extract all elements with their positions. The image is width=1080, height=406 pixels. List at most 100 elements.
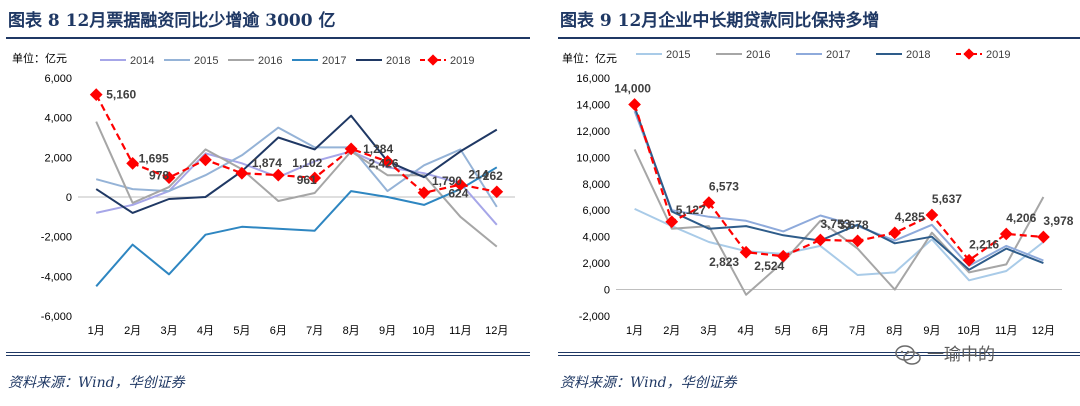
y-tick-label: 2,000 [44,152,72,164]
title-divider [558,37,1080,39]
x-tick-label: 7月 [306,325,323,337]
data-label: 5,160 [106,88,136,102]
x-tick-label: 6月 [812,325,829,337]
x-tick-label: 2月 [663,325,680,337]
data-point-2019 [344,142,358,156]
x-tick-label: 10月 [412,325,435,337]
data-label: 1,695 [139,151,169,165]
y-tick-label: 16,000 [576,73,610,85]
x-tick-label: 7月 [849,325,866,337]
legend-label-2015: 2015 [666,49,690,61]
figure-title: 图表 8 12月票据融资同比少增逾 3000 亿 [8,11,336,31]
data-label: 978 [149,169,169,183]
wechat-icon [895,345,921,365]
legend-label-2015: 2015 [194,55,218,67]
figure-title: 图表 9 12月企业中长期贷款同比保持多增 [560,11,880,31]
x-tick-label: 11月 [995,325,1017,337]
x-tick-label: 11月 [449,325,471,337]
data-label: 2,524 [754,259,784,273]
data-label: 2,216 [969,237,999,251]
legend-label-2016: 2016 [746,49,770,61]
bottom-divider [6,352,530,353]
unit-label: 单位：亿元 [12,51,67,65]
source-note: 资料来源：Wind，华创证券 [560,375,737,391]
legend-label-2017: 2017 [322,55,346,67]
x-tick-label: 8月 [343,325,360,337]
x-tick-label: 12月 [485,325,508,337]
watermark: 一瑜中的 [895,340,995,365]
data-point-2019 [199,153,212,167]
y-tick-label: 2,000 [582,258,610,270]
y-tick-label: 10,000 [576,152,610,164]
bottom-divider [6,355,530,356]
x-tick-label: 5月 [233,325,250,337]
x-tick-label: 1月 [626,325,643,337]
y-tick-label: -2,000 [41,232,72,244]
data-point-2019 [417,186,431,200]
x-tick-label: 3月 [700,325,717,337]
y-tick-label: 4,000 [44,113,72,125]
data-label: 961 [297,173,317,187]
data-label: 4,206 [1006,211,1036,225]
data-label: 1,790 [432,174,462,188]
series-line-2016 [95,121,498,248]
legend-label-2018: 2018 [386,55,410,67]
data-label: 3,678 [839,218,869,232]
legend-marker-2019 [427,54,439,66]
bottom-divider [558,352,1080,353]
data-label: 5,127 [676,203,706,217]
data-point-2019 [162,171,176,184]
series-line-2017 [633,110,1044,267]
data-point-2019 [814,233,827,247]
data-point-2019 [851,234,864,248]
legend-label-2018: 2018 [906,49,930,61]
y-tick-label: -6,000 [41,311,72,323]
series-line-2014 [95,150,498,226]
watermark-text: 一瑜中的 [927,345,995,365]
y-tick-label: 14,000 [576,99,610,111]
bottom-divider [558,355,1080,356]
data-point-2019 [271,168,285,182]
y-tick-label: 8,000 [582,179,610,191]
x-tick-label: 10月 [957,325,980,337]
x-tick-label: 4月 [197,325,214,337]
unit-label: 单位：亿元 [562,51,617,65]
figure-panel-9: 图表 9 12月企业中长期贷款同比保持多增 单位：亿元 2015 2016 2017 2… [552,0,1080,406]
data-label: 6,573 [709,180,739,194]
data-label: 14,000 [614,81,651,95]
data-point-2019 [454,178,467,191]
data-point-2019 [925,208,939,222]
x-tick-label: 6月 [270,325,287,337]
title-divider [6,37,530,39]
data-label: 3,978 [1043,214,1073,228]
series-line-2019 [633,104,1044,262]
x-tick-label: 9月 [379,325,396,337]
y-tick-label: 6,000 [582,205,610,217]
corporate-long-term-loan-line-chart: 单位：亿元 2015 2016 2017 2018 2019 -2,000 0 2,000 4,0… [562,48,1074,337]
data-point-2019 [126,157,139,170]
x-tick-label: 2月 [124,325,141,337]
data-point-2019 [308,171,322,185]
data-label: 1,874 [252,156,282,170]
series-line-2018 [633,106,1044,271]
x-tick-label: 5月 [775,325,792,337]
data-label: 214 [468,168,488,182]
data-point-2019 [628,98,641,111]
x-tick-label: 12月 [1032,325,1055,337]
data-point-2019 [1037,230,1050,244]
data-point-2019 [381,155,394,168]
data-point-2019 [962,253,976,267]
x-tick-label: 9月 [923,325,940,337]
source-note: 资料来源：Wind，华创证券 [8,375,185,391]
data-label: 4,285 [895,210,925,224]
legend-marker-2019 [963,48,975,60]
y-tick-label: -4,000 [41,271,72,283]
legend-label-2016: 2016 [258,55,282,67]
figure-panel-8: 图表 8 12月票据融资同比少增逾 3000 亿 单位：亿元 2014 2015 20… [0,0,530,406]
data-label: 1,284 [363,142,393,156]
data-label: 1,102 [292,156,322,170]
legend-label-2014: 2014 [130,55,154,67]
series-line-2017 [95,166,498,287]
y-tick-label: -2,000 [579,311,610,323]
x-tick-label: 1月 [88,325,105,337]
